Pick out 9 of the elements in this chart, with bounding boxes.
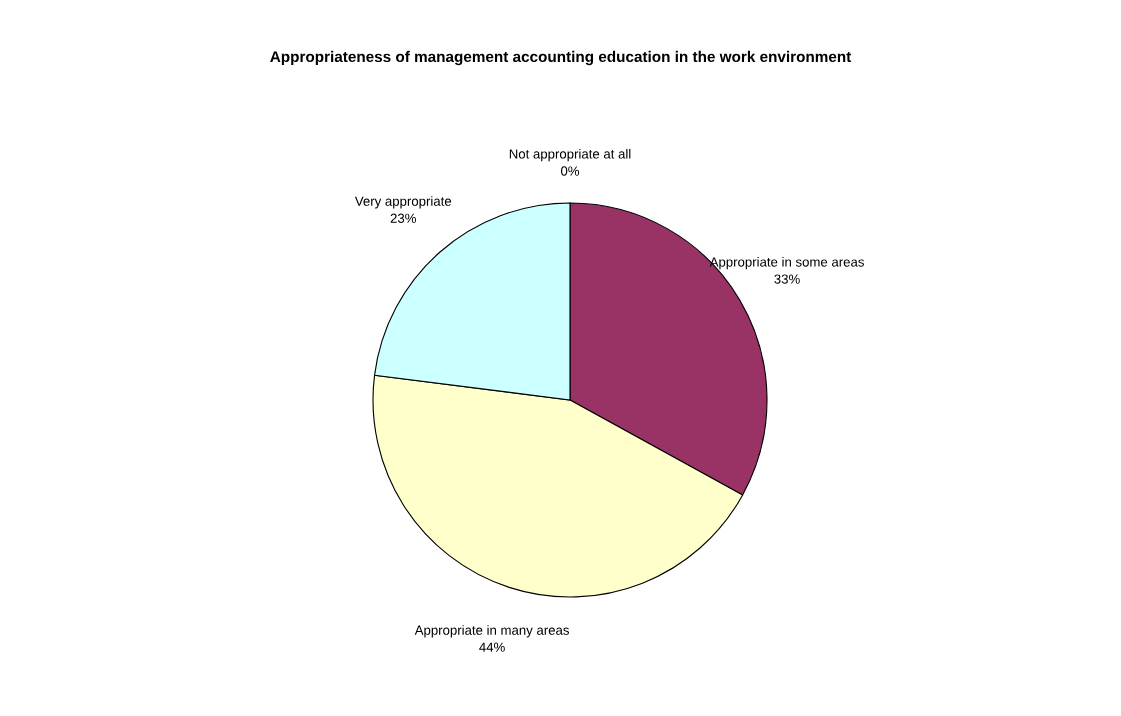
slice-label: Appropriate in some areas	[709, 256, 864, 270]
data-label: 44%	[479, 642, 505, 652]
category-label: Not appropriate at all	[509, 148, 631, 162]
text: 0%	[560, 166, 580, 176]
data-label: 23%	[390, 213, 416, 223]
data-label: 33%	[774, 274, 800, 284]
slice-label: Very appropriate	[354, 196, 452, 209]
slice-label: Appropriate in many areas	[414, 625, 569, 638]
chart-title: Appropriateness of management accounting education in the work environment	[270, 50, 852, 66]
